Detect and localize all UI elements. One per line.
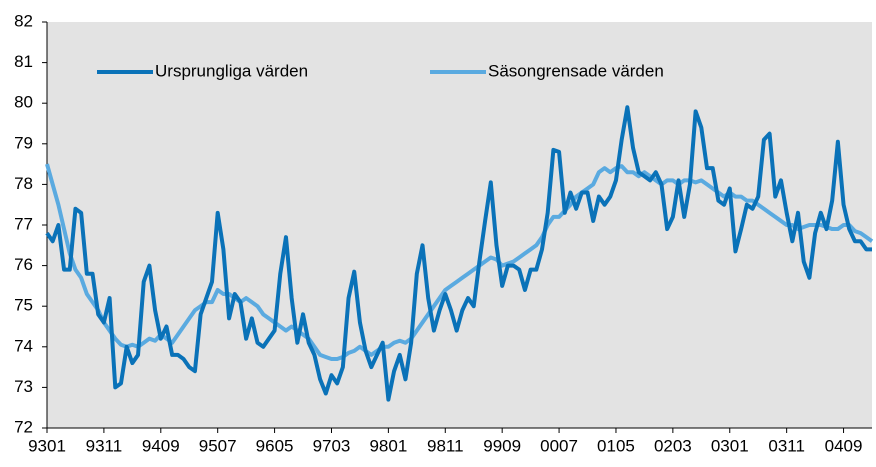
y-tick-label: 80	[14, 93, 33, 112]
line-series	[45, 105, 872, 402]
y-tick-label: 73	[14, 377, 33, 396]
x-tick-label: 0007	[540, 436, 578, 455]
x-tick-label: 0105	[597, 436, 635, 455]
x-tick-label: 9605	[256, 436, 294, 455]
x-tick-label: 0301	[711, 436, 749, 455]
legend-label: Säsongrensade värden	[488, 61, 664, 80]
y-tick-label: 76	[14, 255, 33, 274]
x-tick-label: 9311	[86, 436, 123, 455]
x-tick-label: 9811	[427, 436, 464, 455]
y-tick-label: 79	[14, 133, 33, 152]
y-tick-label: 81	[14, 52, 33, 71]
x-tick-label: 0203	[654, 436, 692, 455]
legend-label: Ursprungliga värden	[155, 61, 308, 80]
y-tick-label: 74	[14, 336, 33, 355]
y-tick-label: 72	[14, 417, 33, 436]
x-tick-label: 0311	[768, 436, 805, 455]
y-tick-label: 77	[14, 214, 33, 233]
x-tick-label: 9801	[369, 436, 407, 455]
y-tick-label: 78	[14, 174, 33, 193]
x-tick-label: 9301	[28, 436, 66, 455]
plot-area	[47, 22, 872, 428]
x-tick-label: 9409	[142, 436, 180, 455]
y-tick-label: 82	[14, 11, 33, 30]
line-series	[45, 163, 874, 361]
y-tick-label: 75	[14, 296, 33, 315]
x-tick-label: 9507	[199, 436, 237, 455]
x-tick-label: 0409	[825, 436, 863, 455]
x-tick-label: 9703	[313, 436, 351, 455]
x-tick-label: 9909	[483, 436, 521, 455]
